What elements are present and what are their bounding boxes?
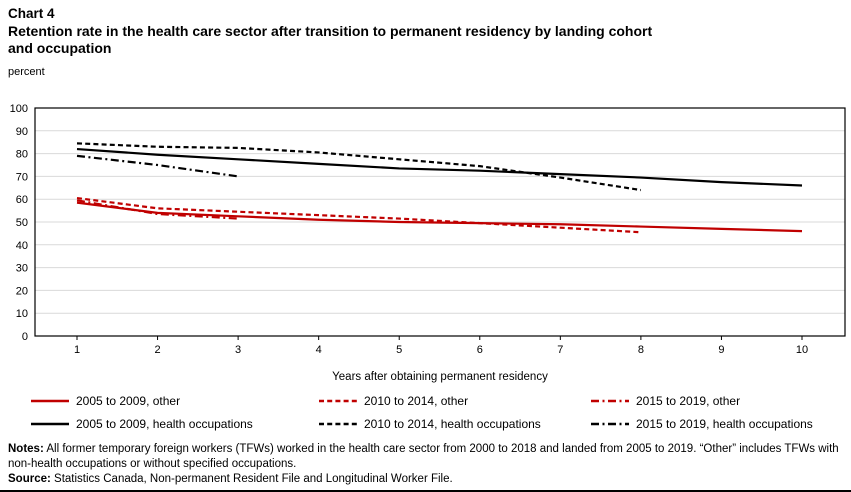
y-tick-label: 0 xyxy=(22,331,28,343)
legend-item: 2010 to 2014, other xyxy=(318,394,590,408)
notes-text: All former temporary foreign workers (TF… xyxy=(8,443,839,471)
y-tick-label: 100 xyxy=(10,103,28,115)
legend-item: 2015 to 2019, health occupations xyxy=(590,417,848,431)
chart-number: Chart 4 xyxy=(8,6,55,21)
legend-label: 2010 to 2014, other xyxy=(364,394,469,408)
legend-line-swatch-icon xyxy=(591,399,629,403)
y-tick-label: 50 xyxy=(16,217,28,229)
chart-notes: Notes: All former temporary foreign work… xyxy=(8,442,846,488)
x-tick-label: 7 xyxy=(557,344,563,356)
y-tick-label: 60 xyxy=(16,194,28,206)
plot-frame xyxy=(34,107,846,337)
x-axis-title: Years after obtaining permanent residenc… xyxy=(332,371,548,383)
series-line xyxy=(76,147,803,187)
series-line xyxy=(76,154,239,178)
y-tick-label: 20 xyxy=(16,285,28,297)
plot-area: 0 10 20 30 40 50 60 70 80 90 100 1 2 3 4 5 6 7 8 9 10 Years a… xyxy=(0,95,851,390)
source-line: Source: Statistics Canada, Non-permanent… xyxy=(8,472,846,487)
legend-item: 2015 to 2019, other xyxy=(590,394,848,408)
x-tick-label: 5 xyxy=(396,344,402,356)
notes-label: Notes: xyxy=(8,443,44,455)
chart-legend: 2005 to 2009, other 2010 to 2014, other … xyxy=(30,394,848,431)
x-tick-label: 4 xyxy=(316,344,322,356)
x-tick-label: 6 xyxy=(477,344,483,356)
line-chart: 0 10 20 30 40 50 60 70 80 90 100 1 2 3 4 5 6 7 8 9 10 Years a… xyxy=(10,103,846,383)
y-tick-label: 30 xyxy=(16,263,28,275)
legend-line-swatch-icon xyxy=(319,422,357,426)
series-line xyxy=(76,142,642,192)
legend-label: 2005 to 2009, other xyxy=(76,394,181,408)
y-tick-label: 70 xyxy=(16,171,28,183)
legend-item: 2005 to 2009, health occupations xyxy=(30,417,318,431)
legend-line-swatch-icon xyxy=(31,422,69,426)
y-axis-unit-label: percent xyxy=(8,66,45,78)
source-label: Source: xyxy=(8,473,51,486)
y-tick-label: 40 xyxy=(16,240,28,252)
title-line-2: and occupation xyxy=(8,39,112,56)
legend-label: 2015 to 2019, other xyxy=(636,394,741,408)
legend-line-swatch-icon xyxy=(319,399,357,403)
y-tick-label: 10 xyxy=(16,308,28,320)
title-line-1: Retention rate in the health care sector… xyxy=(8,22,653,39)
x-tick-label: 2 xyxy=(154,344,160,356)
series-line xyxy=(76,201,803,233)
legend-label: 2015 to 2019, health occupations xyxy=(636,417,813,431)
source-text: Statistics Canada, Non-permanent Residen… xyxy=(54,473,453,486)
legend-line-swatch-icon xyxy=(591,422,629,426)
notes-line: Notes: All former temporary foreign work… xyxy=(8,442,846,472)
chart-header: Chart 4 Retention rate in the health car… xyxy=(8,6,844,57)
y-tick-label: 80 xyxy=(16,149,28,161)
page-title: Retention rate in the health care sector… xyxy=(8,23,844,57)
y-tick-label: 90 xyxy=(16,126,28,138)
legend-item: 2005 to 2009, other xyxy=(30,394,318,408)
legend-label: 2010 to 2014, health occupations xyxy=(364,417,541,431)
x-tick-label: 1 xyxy=(74,344,80,356)
x-tick-label: 8 xyxy=(638,344,644,356)
x-tick-label: 10 xyxy=(796,344,808,356)
x-tick-label: 9 xyxy=(718,344,724,356)
legend-line-swatch-icon xyxy=(31,399,69,403)
x-tick-label: 3 xyxy=(235,344,241,356)
legend-label: 2005 to 2009, health occupations xyxy=(76,417,253,431)
legend-item: 2010 to 2014, health occupations xyxy=(318,417,590,431)
series-line xyxy=(76,196,641,234)
